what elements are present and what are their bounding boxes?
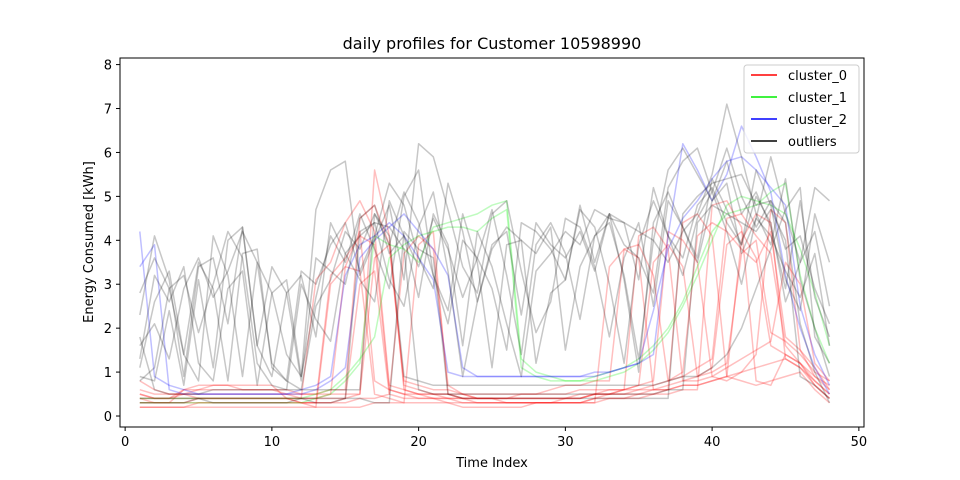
series-cluster-0 [139,169,831,408]
y-axis-title: Energy Consumed [kWh] [82,161,97,323]
profile-line-outliers-6 [139,103,831,387]
y-tick-label: 2 [104,322,112,337]
x-axis-title: Time Index [455,456,528,471]
profile-line-outliers-4 [139,147,831,391]
profile-line-cluster-0-1 [139,213,831,400]
profile-line-cluster-0-5 [139,226,831,400]
profile-line-cluster-2-1 [139,125,831,395]
profile-line-cluster-1-0 [139,195,831,404]
chart-title: daily profiles for Customer 10598990 [343,34,642,53]
series-outliers [139,103,831,404]
profile-line-outliers-2 [139,142,831,387]
profile-line-cluster-0-7 [139,213,830,404]
profile-line-outliers-0 [139,169,831,391]
x-tick-label: 50 [851,435,868,450]
legend-label-cluster-2: cluster_2 [788,113,847,128]
x-tick-label: 10 [264,435,281,450]
x-tick-label: 40 [704,435,721,450]
y-tick-label: 6 [104,146,112,161]
profile-line-cluster-0-3 [139,204,830,395]
y-tick-label: 0 [104,410,112,425]
series-cluster-1 [139,182,831,404]
profile-line-outliers-1 [139,178,831,378]
legend-label-outliers: outliers [788,135,837,150]
y-tick-label: 5 [104,190,112,205]
y-tick-label: 8 [104,59,112,74]
series-lines [139,103,831,408]
series-cluster-2 [139,125,831,395]
profile-line-outliers-9 [139,186,831,395]
legend-box [743,64,860,154]
legend-label-cluster-1: cluster_1 [788,91,847,106]
profile-line-outliers-8 [139,204,830,400]
x-axis-ticks: 0 10 20 30 40 50 [121,427,867,450]
y-axis-ticks: 0 1 2 3 4 5 6 7 8 [104,59,120,425]
x-tick-label: 30 [557,435,574,450]
plot-area-frame [119,57,865,428]
profile-line-cluster-0-8 [139,169,831,400]
profile-line-cluster-0-4 [139,200,830,408]
profile-line-cluster-0-9 [139,230,830,408]
x-tick-label: 0 [121,435,129,450]
legend-label-cluster-0: cluster_0 [788,69,847,84]
x-tick-label: 20 [410,435,427,450]
legend: cluster_0 cluster_1 cluster_2 outliers [743,64,860,154]
profile-line-outliers-3 [139,147,831,382]
profile-line-cluster-1-1 [139,182,831,400]
y-tick-label: 1 [104,366,112,381]
profile-line-outliers-7 [139,173,831,404]
y-tick-label: 7 [104,103,112,118]
profile-line-cluster-0-6 [139,200,831,400]
profile-line-cluster-0-0 [139,221,830,404]
y-tick-label: 4 [104,234,112,249]
profile-line-cluster-0-2 [139,208,831,404]
y-tick-label: 3 [104,278,112,293]
profile-line-cluster-2-0 [139,156,831,395]
profile-line-outliers-5 [139,147,831,378]
